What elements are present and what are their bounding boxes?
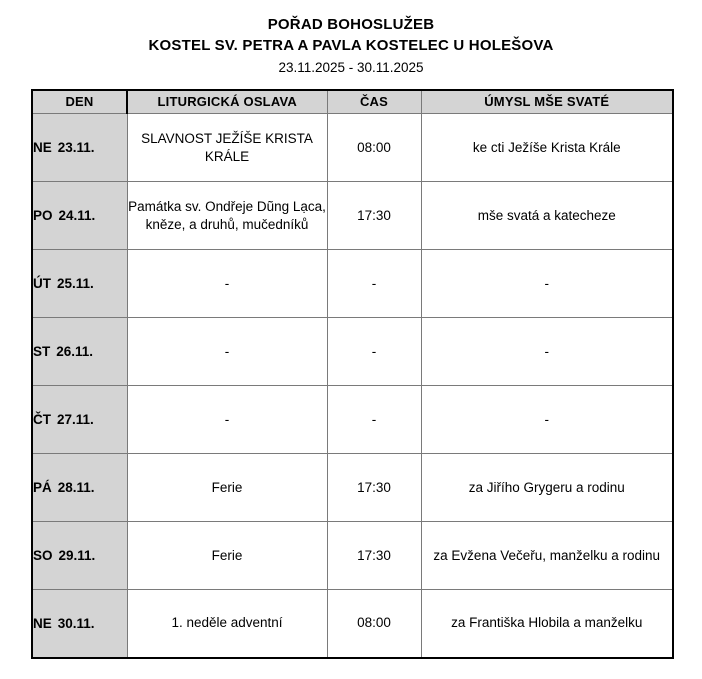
cell-time: 17:30 [326, 453, 422, 522]
cell-celebration: 1. neděle adventní [126, 589, 328, 658]
cell-day: ČT 27.11. [31, 385, 128, 454]
cell-day: ÚT 25.11. [31, 249, 128, 318]
table-row: NE 23.11. SLAVNOST JEŽÍŠE KRISTA KRÁLE 08… [31, 113, 674, 182]
day-date: 28.11. [57, 480, 95, 495]
day-date: 25.11. [57, 276, 94, 291]
cell-intention: za Františka Hlobila a manželku [420, 589, 674, 658]
cell-day: NE 23.11. [31, 113, 128, 182]
table-body: NE 23.11. SLAVNOST JEŽÍŠE KRISTA KRÁLE 08… [31, 113, 674, 658]
day-date: 24.11. [58, 208, 96, 223]
table-row: ČT 27.11. - - - [31, 385, 674, 454]
document-title-primary: POŘAD BOHOSLUŽEB [267, 16, 435, 33]
table-header-row: DEN LITURGICKÁ OSLAVA ČAS ÚMYSL MŠE SVAT… [31, 89, 674, 114]
table-header-row-group: DEN LITURGICKÁ OSLAVA ČAS ÚMYSL MŠE SVAT… [31, 89, 674, 114]
document-header: POŘAD BOHOSLUŽEB KOSTEL SV. PETRA A PAVL… [0, 0, 702, 78]
cell-intention: - [420, 385, 674, 454]
day-of-week: PÁ [33, 480, 52, 495]
cell-intention: - [420, 317, 674, 386]
cell-day: ST 26.11. [31, 317, 128, 386]
day-date: 30.11. [57, 615, 95, 631]
cell-time: - [326, 385, 422, 454]
schedule-table-container: DEN LITURGICKÁ OSLAVA ČAS ÚMYSL MŠE SVAT… [31, 89, 674, 659]
cell-celebration: SLAVNOST JEŽÍŠE KRISTA KRÁLE [126, 113, 328, 182]
cell-time: - [326, 249, 422, 318]
day-date: 23.11. [57, 140, 95, 155]
mass-schedule-table: DEN LITURGICKÁ OSLAVA ČAS ÚMYSL MŠE SVAT… [31, 89, 674, 659]
cell-day: PO 24.11. [31, 181, 128, 250]
day-of-week: NE [33, 615, 52, 631]
cell-intention: za Jiřího Grygeru a rodinu [420, 453, 674, 522]
cell-day: NE 30.11. [31, 589, 128, 658]
day-of-week: ČT [33, 412, 51, 427]
day-of-week: NE [33, 140, 52, 155]
column-header-cas: ČAS [326, 89, 422, 114]
day-date: 26.11. [56, 344, 94, 359]
cell-day: PÁ 28.11. [31, 453, 128, 522]
day-of-week: ÚT [33, 276, 51, 291]
cell-celebration: Ferie [126, 521, 328, 590]
cell-day: SO 29.11. [31, 521, 128, 590]
table-row: SO 29.11. Ferie 17:30 za Evžena Večeřu, m… [31, 521, 674, 590]
column-header-liturgicka-oslava: LITURGICKÁ OSLAVA [126, 89, 328, 114]
cell-intention: - [420, 249, 674, 318]
table-row: ST 26.11. - - - [31, 317, 674, 386]
document-title-church: KOSTEL SV. PETRA A PAVLA KOSTELEC U HOLE… [148, 37, 554, 54]
table-row: PO 24.11. Památka sv. Ondřeje Dũng Lạca, … [31, 181, 674, 250]
cell-celebration: Památka sv. Ondřeje Dũng Lạca, kněze, a … [126, 181, 328, 250]
cell-intention: ke cti Ježíše Krista Krále [420, 113, 674, 182]
table-row: NE 30.11. 1. neděle adventní 08:00 za Fra… [31, 589, 674, 658]
cell-time: 08:00 [326, 589, 422, 658]
table-row: PÁ 28.11. Ferie 17:30 za Jiřího Grygeru a… [31, 453, 674, 522]
cell-time: 08:00 [326, 113, 422, 182]
table-row: ÚT 25.11. - - - [31, 249, 674, 318]
column-header-den: DEN [31, 89, 128, 114]
cell-celebration: - [126, 317, 328, 386]
cell-celebration: - [126, 385, 328, 454]
day-of-week: ST [33, 344, 51, 359]
cell-intention: za Evžena Večeřu, manželku a rodinu [420, 521, 674, 590]
day-date: 27.11. [57, 412, 94, 427]
cell-time: 17:30 [326, 181, 422, 250]
cell-intention: mše svatá a katecheze [420, 181, 674, 250]
column-header-umysl: ÚMYSL MŠE SVATÉ [420, 89, 674, 114]
cell-time: 17:30 [326, 521, 422, 590]
day-date: 29.11. [58, 548, 96, 563]
day-of-week: PO [33, 208, 53, 223]
day-of-week: SO [33, 548, 53, 563]
document-date-range: 23.11.2025 - 30.11.2025 [278, 60, 424, 75]
cell-celebration: Ferie [126, 453, 328, 522]
cell-celebration: - [126, 249, 328, 318]
cell-time: - [326, 317, 422, 386]
